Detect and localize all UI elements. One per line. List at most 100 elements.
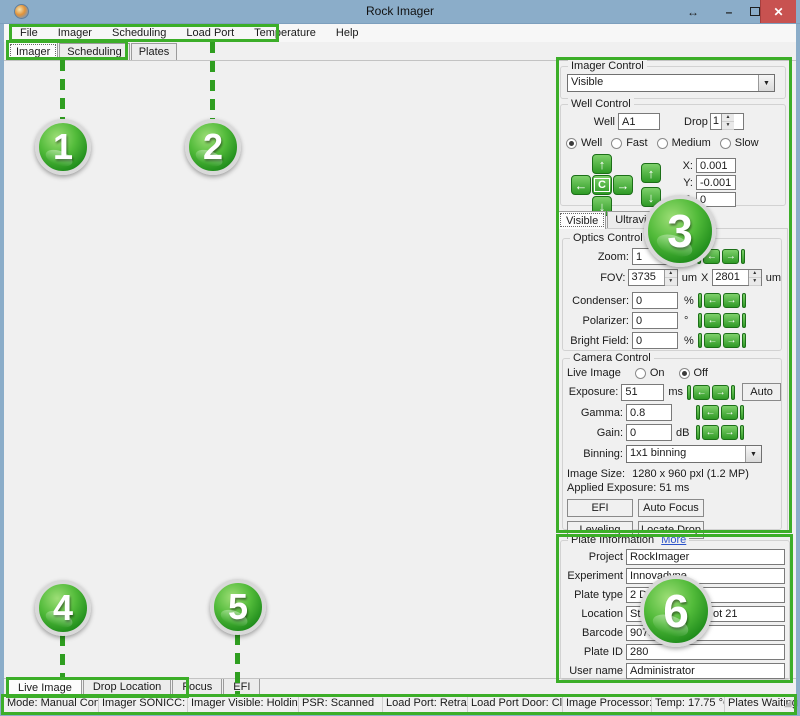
tab-efi[interactable]: EFI [223, 679, 261, 696]
tab-imager[interactable]: Imager [8, 42, 59, 60]
move-right-button[interactable]: → [613, 175, 633, 195]
tab-plates[interactable]: Plates [130, 43, 178, 60]
project-field[interactable]: RockImager [626, 549, 785, 565]
tab-drop-location[interactable]: Drop Location [82, 679, 172, 696]
spin-buttons[interactable]: ▲ ▼ [747, 270, 761, 286]
step-right-button[interactable]: → [722, 249, 740, 264]
plate-id-field[interactable]: 280 [626, 644, 785, 660]
step-left-button[interactable]: ← [704, 293, 721, 308]
auto-focus-button[interactable]: Auto Focus [638, 499, 704, 517]
step-end-icon[interactable] [698, 313, 702, 328]
x-position-field[interactable]: 0.001 [696, 158, 736, 173]
step-end-icon[interactable] [731, 384, 736, 400]
spin-down-icon[interactable]: ▼ [748, 278, 761, 286]
step-right-button[interactable]: → [721, 425, 738, 440]
radio-live-on[interactable]: On [634, 367, 665, 379]
step-right-button[interactable]: → [723, 313, 740, 328]
user-name-label: User name [569, 665, 623, 677]
bright-field-stepper: ← → [698, 333, 746, 348]
more-link[interactable]: More [661, 534, 687, 546]
step-end-icon[interactable] [741, 249, 746, 264]
step-left-button[interactable]: ← [702, 425, 719, 440]
tab-visible[interactable]: Visible [558, 211, 607, 229]
step-end-icon[interactable] [696, 425, 700, 440]
resize-grip[interactable]: ◢ [784, 698, 792, 709]
close-button[interactable]: ✕ [760, 0, 796, 23]
step-right-button[interactable]: → [721, 405, 738, 420]
spin-up-icon[interactable]: ▲ [664, 270, 677, 278]
radio-speed-medium[interactable]: Medium [656, 137, 711, 149]
exposure-input[interactable]: 51 [621, 383, 665, 401]
move-left-button[interactable]: ← [571, 175, 591, 195]
well-input[interactable]: A1 [618, 113, 660, 130]
polarizer-input[interactable]: 0 [632, 312, 678, 329]
move-up-button[interactable]: ↑ [592, 154, 612, 174]
spin-down-icon[interactable]: ▼ [664, 278, 677, 286]
step-end-icon[interactable] [696, 405, 700, 420]
menu-imager[interactable]: Imager [57, 27, 92, 39]
fov-width-stepper[interactable]: 3735 ▲ ▼ [628, 269, 678, 286]
radio-live-off[interactable]: Off [678, 367, 708, 379]
step-right-button[interactable]: → [723, 293, 740, 308]
menu-load-port[interactable]: Load Port [186, 27, 235, 39]
imager-mode-select[interactable]: Visible ▼ [567, 74, 775, 92]
tab-focus[interactable]: Focus [172, 679, 223, 696]
step-left-button[interactable]: ← [702, 405, 719, 420]
drop-stepper[interactable]: 1 ▲ ▼ [709, 113, 744, 130]
experiment-field[interactable]: Innovadyne [626, 568, 785, 584]
menu-scheduling[interactable]: Scheduling [111, 27, 167, 39]
menu-file[interactable]: File [20, 27, 38, 39]
minimize-button[interactable]: – [725, 4, 733, 19]
gain-input[interactable]: 0 [626, 424, 672, 441]
z-down-button[interactable]: ↓ [641, 187, 661, 207]
bright-field-input[interactable]: 0 [632, 332, 678, 349]
step-left-button[interactable]: ← [704, 313, 721, 328]
spin-up-icon[interactable]: ▲ [748, 270, 761, 278]
step-end-icon[interactable] [687, 384, 692, 400]
fov-height-stepper[interactable]: 2801 ▲ ▼ [712, 269, 762, 286]
efi-button[interactable]: EFI [567, 499, 633, 517]
step-end-icon[interactable] [742, 333, 746, 348]
radio-speed-well[interactable]: Well [566, 137, 602, 149]
binning-select[interactable]: 1x1 binning ▼ [626, 445, 762, 463]
step-end-icon[interactable] [698, 293, 702, 308]
imager-control-title: Imager Control [568, 60, 647, 72]
camera-control-group: Camera Control Live Image On Off Exposur… [562, 352, 782, 539]
chevron-down-icon[interactable]: ▼ [745, 446, 761, 462]
gamma-input[interactable]: 0.8 [626, 404, 672, 421]
step-right-button[interactable]: → [712, 384, 730, 400]
radio-label: On [649, 367, 665, 379]
step-end-icon[interactable] [740, 425, 744, 440]
tab-scheduling[interactable]: Scheduling [59, 43, 130, 60]
fov-unit: um [765, 271, 781, 284]
menu-help[interactable]: Help [335, 27, 359, 39]
fov-label: FOV: [600, 271, 626, 284]
window-restore-icon[interactable]: ↔ [687, 4, 699, 19]
menu-temperature[interactable]: Temperature [254, 27, 316, 39]
step-end-icon[interactable] [740, 405, 744, 420]
maximize-button[interactable] [746, 0, 764, 23]
user-name-field[interactable]: Administrator [626, 663, 785, 679]
spin-down-icon[interactable]: ▼ [721, 122, 734, 130]
step-right-button[interactable]: → [723, 333, 740, 348]
spin-up-icon[interactable]: ▲ [721, 114, 734, 122]
annotation-circle-3: 3 [644, 195, 716, 267]
radio-speed-fast[interactable]: Fast [611, 137, 648, 149]
y-position-field[interactable]: -0.001 [696, 175, 736, 190]
step-end-icon[interactable] [742, 293, 746, 308]
spin-buttons[interactable]: ▲ ▼ [663, 270, 677, 286]
step-left-button[interactable]: ← [704, 333, 721, 348]
annotation-circle-5: 5 [210, 579, 266, 635]
radio-speed-slow[interactable]: Slow [719, 137, 759, 149]
step-end-icon[interactable] [742, 313, 746, 328]
chevron-down-icon[interactable]: ▼ [758, 75, 774, 91]
step-end-icon[interactable] [698, 333, 702, 348]
tab-live-image[interactable]: Live Image [8, 679, 82, 697]
center-button[interactable]: C [592, 175, 612, 195]
window-titlebar[interactable]: Rock Imager ↔ – ✕ [0, 0, 800, 24]
condenser-input[interactable]: 0 [632, 292, 678, 309]
spin-buttons[interactable]: ▲ ▼ [720, 114, 734, 130]
auto-exposure-button[interactable]: Auto [742, 383, 781, 401]
step-left-button[interactable]: ← [693, 384, 711, 400]
z-up-button[interactable]: ↑ [641, 163, 661, 183]
